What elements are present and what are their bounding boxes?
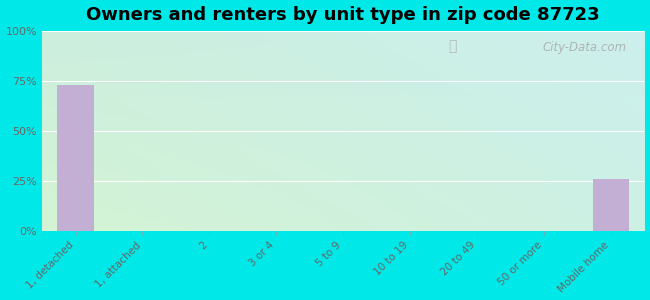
Bar bbox=[57, 85, 94, 231]
Text: Ⓡ: Ⓡ bbox=[448, 40, 457, 54]
Bar bbox=[593, 179, 629, 231]
Text: City-Data.com: City-Data.com bbox=[542, 41, 627, 54]
Title: Owners and renters by unit type in zip code 87723: Owners and renters by unit type in zip c… bbox=[86, 6, 600, 24]
